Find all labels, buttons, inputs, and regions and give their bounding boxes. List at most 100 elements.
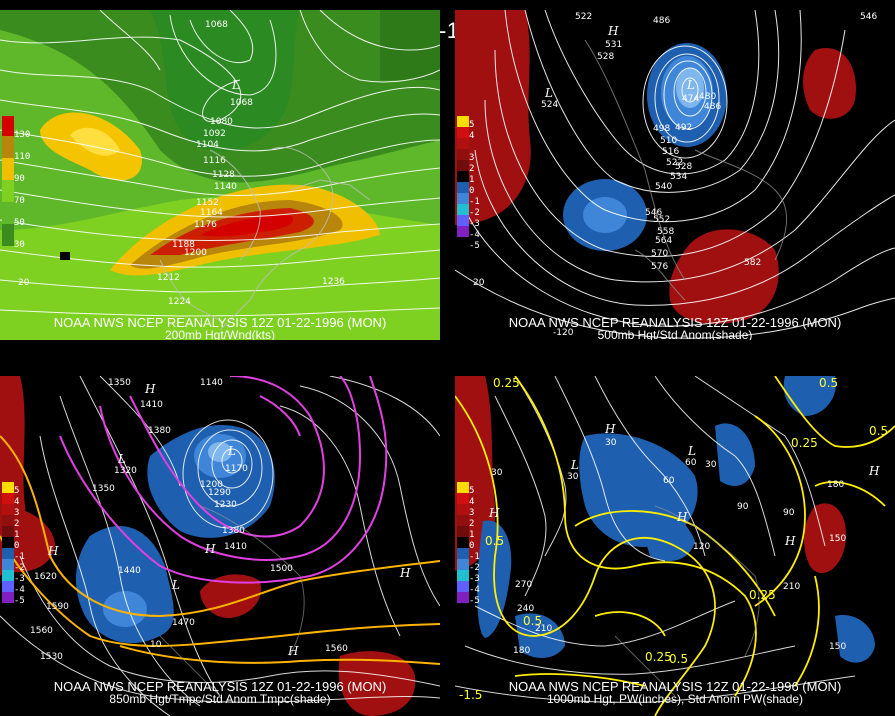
contour-label: 30 bbox=[705, 460, 717, 470]
contour-label: 480 bbox=[699, 92, 717, 102]
high-center-marker: H bbox=[785, 534, 796, 548]
pw-contour-label: -1.5 bbox=[459, 688, 483, 702]
legend-label: 2 bbox=[469, 519, 475, 529]
contour-label: 1140 bbox=[214, 182, 237, 192]
contour-label: 1590 bbox=[46, 602, 69, 612]
contour-label: 240 bbox=[517, 604, 535, 614]
legend-label: -1 bbox=[469, 552, 480, 562]
contour-label: 524 bbox=[541, 100, 559, 110]
legend-label: -3 bbox=[469, 574, 480, 584]
high-center-marker: H bbox=[400, 566, 411, 580]
legend-label: 1 bbox=[469, 530, 475, 540]
contour-label: 492 bbox=[675, 123, 693, 133]
contour-label: 1230 bbox=[214, 500, 237, 510]
contour-label: 1176 bbox=[194, 220, 217, 230]
contour-label: 486 bbox=[704, 102, 722, 112]
contour-label: 1068 bbox=[205, 20, 228, 30]
contour-label: 498 bbox=[653, 124, 671, 134]
anomaly-legend bbox=[457, 482, 469, 603]
contour-label: -120 bbox=[553, 328, 574, 338]
contour-label: 1080 bbox=[210, 117, 233, 127]
legend-label: 2 bbox=[14, 519, 20, 529]
anomaly-legend bbox=[2, 482, 14, 603]
contour-label: 1128 bbox=[212, 170, 235, 180]
contour-label: 1290 bbox=[208, 488, 231, 498]
contour-label: 210 bbox=[535, 624, 553, 634]
legend-label: -4 bbox=[469, 230, 480, 240]
panel-850mb: 5 4 3 2 1 0 -1 -2 -3 -4 -5 1350 H 1410 1… bbox=[0, 376, 440, 716]
contour-label: 150 bbox=[829, 534, 847, 544]
legend-label: -2 bbox=[469, 563, 480, 573]
contour-label: 210 bbox=[783, 582, 801, 592]
legend-label: -3 bbox=[14, 574, 25, 584]
high-center-marker: H bbox=[608, 24, 619, 38]
legend-label: -5 bbox=[469, 241, 480, 251]
contour-label: 120 bbox=[693, 542, 711, 552]
high-center-marker: H bbox=[48, 544, 59, 558]
contour-label: 1104 bbox=[196, 140, 219, 150]
low-center-marker: L bbox=[688, 444, 696, 458]
contour-label: 474 bbox=[682, 94, 700, 104]
contour-label: 1470 bbox=[172, 618, 195, 628]
high-center-marker: H bbox=[869, 464, 880, 478]
pw-contour-label: 0.5 bbox=[523, 614, 543, 628]
contour-label: 1200 bbox=[184, 248, 207, 258]
legend-label: 4 bbox=[469, 131, 475, 141]
low-center-marker: L bbox=[571, 458, 579, 472]
contour-label: 60 bbox=[685, 458, 697, 468]
legend-label: 0 bbox=[14, 541, 20, 551]
contour-label: 558 bbox=[657, 227, 675, 237]
contour-label: 1440 bbox=[118, 566, 141, 576]
contour-label: 10 bbox=[150, 640, 162, 650]
contour-label: 1164 bbox=[200, 208, 223, 218]
contour-label: 1224 bbox=[168, 297, 191, 307]
contour-label: 522 bbox=[666, 158, 684, 168]
contour-label: 1152 bbox=[196, 198, 219, 208]
legend-label: 1 bbox=[469, 175, 475, 185]
contour-label: 1350 bbox=[92, 484, 115, 494]
contour-label: 582 bbox=[744, 258, 762, 268]
wind-speed-legend bbox=[2, 116, 14, 246]
legend-label: -1 bbox=[469, 197, 480, 207]
contour-label: 1560 bbox=[325, 644, 348, 654]
contour-label: 30 bbox=[605, 438, 617, 448]
contour-label: 534 bbox=[670, 172, 688, 182]
low-center-marker: L bbox=[687, 78, 695, 92]
contour-label: 546 bbox=[645, 208, 663, 218]
pw-contour-label: 0.5 bbox=[869, 424, 889, 438]
contour-label: 1560 bbox=[30, 626, 53, 636]
low-center-marker: L bbox=[172, 578, 180, 592]
legend-label: 3 bbox=[469, 508, 475, 518]
contour-label: 510 bbox=[660, 136, 678, 146]
pw-contour-label: 0.25 bbox=[493, 376, 520, 390]
legend-label: 0 bbox=[469, 541, 475, 551]
legend-label: -4 bbox=[469, 585, 480, 595]
contour-label: 90 bbox=[783, 508, 795, 518]
legend-label: 0 bbox=[469, 186, 475, 196]
legend-label-30: 30 bbox=[14, 240, 25, 250]
low-center-marker: L bbox=[228, 444, 236, 458]
high-center-marker: H bbox=[288, 644, 299, 658]
contour-label: 180 bbox=[513, 646, 531, 656]
contour-label: 1380 bbox=[222, 526, 245, 536]
panel-200mb: 130 110 90 70 50 30 1068 1068 L 1080 109… bbox=[0, 10, 440, 340]
pw-contour-label: 0.5 bbox=[669, 652, 689, 666]
contour-label: 1092 bbox=[203, 129, 226, 139]
contour-label: 1410 bbox=[224, 542, 247, 552]
legend-label: -1 bbox=[14, 552, 25, 562]
contour-label: 1320 bbox=[114, 466, 137, 476]
contour-label: 1140 bbox=[200, 378, 223, 388]
legend-label: 5 bbox=[469, 120, 475, 130]
legend-label: 5 bbox=[14, 486, 20, 496]
legend-label-90: 90 bbox=[14, 174, 25, 184]
low-center-marker: L bbox=[232, 78, 240, 92]
panel-500mb: 5 4 3 2 1 0 -1 -2 -3 -4 -5 522 486 546 5… bbox=[455, 10, 895, 340]
high-center-marker: H bbox=[205, 542, 216, 556]
map-850mb-temperature bbox=[0, 376, 440, 716]
high-center-marker: H bbox=[145, 382, 156, 396]
legend-label: 3 bbox=[469, 153, 475, 163]
legend-label-130: 130 bbox=[14, 130, 31, 140]
contour-label: 150 bbox=[829, 642, 847, 652]
low-center-marker: L bbox=[118, 452, 126, 466]
contour-label: 1068 bbox=[230, 98, 253, 108]
